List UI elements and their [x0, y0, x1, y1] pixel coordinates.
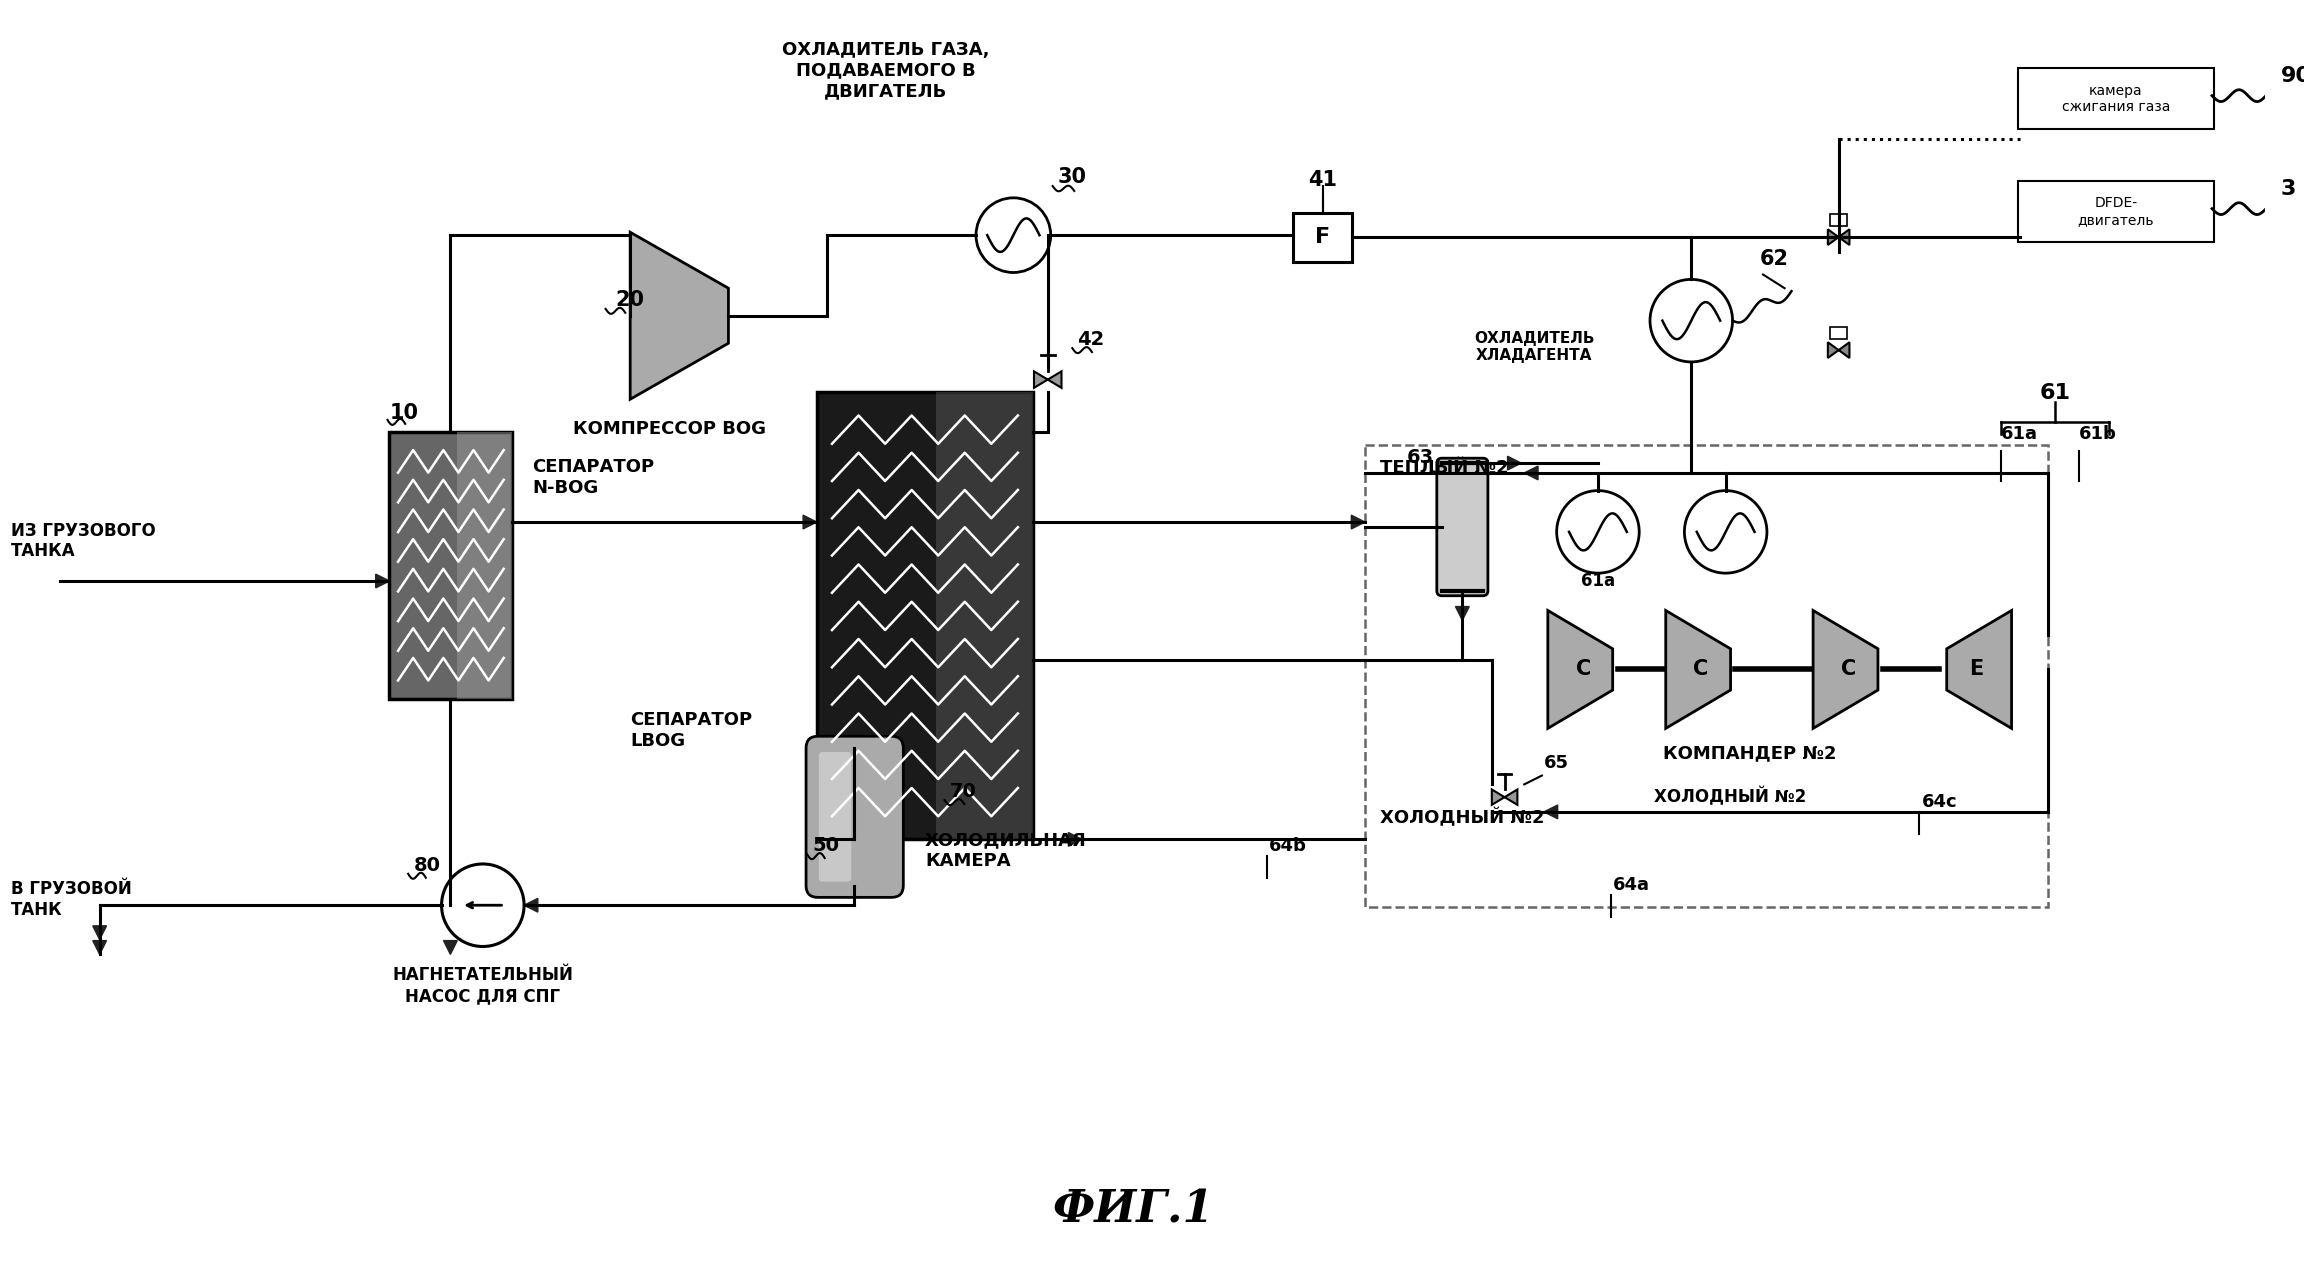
Text: ИЗ ГРУЗОВОГО
ТАНКА: ИЗ ГРУЗОВОГО ТАНКА	[12, 521, 157, 561]
Text: ОХЛАДИТЕЛЬ
ХЛАДАГЕНТА: ОХЛАДИТЕЛЬ ХЛАДАГЕНТА	[1475, 330, 1594, 363]
Text: КОМПРЕССОР BOG: КОМПРЕССОР BOG	[574, 419, 765, 437]
Text: НАГНЕТАТЕЛЬНЫЙ
НАСОС ДЛЯ СПГ: НАГНЕТАТЕЛЬНЫЙ НАСОС ДЛЯ СПГ	[392, 966, 574, 1005]
Circle shape	[442, 864, 523, 946]
Text: C: C	[1693, 659, 1710, 680]
Text: DFDE-
двигатель: DFDE- двигатель	[2078, 196, 2154, 227]
Text: 41: 41	[1309, 170, 1336, 190]
Polygon shape	[1352, 515, 1364, 529]
FancyBboxPatch shape	[818, 752, 850, 881]
Text: 61b: 61b	[2081, 425, 2117, 442]
Text: 64a: 64a	[1613, 876, 1650, 895]
Text: 65: 65	[1544, 754, 1569, 771]
Text: 30: 30	[1058, 167, 1087, 187]
Polygon shape	[1827, 342, 1850, 358]
FancyBboxPatch shape	[1293, 213, 1352, 261]
Text: 20: 20	[615, 289, 645, 310]
Text: В ГРУЗОВОЙ
ТАНК: В ГРУЗОВОЙ ТАНК	[12, 880, 131, 919]
Text: C: C	[1576, 659, 1590, 680]
Polygon shape	[1507, 456, 1521, 470]
Text: F: F	[1316, 227, 1329, 247]
Text: ОХЛАДИТЕЛЬ ГАЗА,
ПОДАВАЕМОГО В
ДВИГАТЕЛЬ: ОХЛАДИТЕЛЬ ГАЗА, ПОДАВАЕМОГО В ДВИГАТЕЛЬ	[781, 41, 988, 101]
Polygon shape	[1813, 611, 1878, 728]
Polygon shape	[631, 232, 728, 399]
Polygon shape	[1525, 467, 1539, 479]
Text: 10: 10	[389, 403, 419, 423]
Polygon shape	[1544, 805, 1558, 819]
Text: E: E	[1970, 659, 1984, 680]
Text: 63: 63	[1405, 448, 1433, 467]
Text: ХОЛОДИЛЬНАЯ
КАМЕРА: ХОЛОДИЛЬНАЯ КАМЕРА	[924, 831, 1087, 870]
Text: ХОЛОДНЫЙ №2: ХОЛОДНЫЙ №2	[1380, 808, 1544, 827]
Polygon shape	[92, 941, 106, 955]
Text: 80: 80	[415, 856, 440, 875]
Circle shape	[1684, 491, 1767, 574]
Polygon shape	[1548, 611, 1613, 728]
FancyBboxPatch shape	[818, 393, 1032, 839]
FancyBboxPatch shape	[389, 432, 511, 699]
Polygon shape	[1666, 611, 1730, 728]
Polygon shape	[1491, 789, 1518, 805]
FancyBboxPatch shape	[806, 736, 903, 898]
FancyBboxPatch shape	[2018, 181, 2214, 242]
Circle shape	[1650, 279, 1733, 362]
Polygon shape	[523, 899, 537, 912]
Polygon shape	[92, 926, 106, 940]
Polygon shape	[1034, 371, 1062, 388]
Text: C: C	[1841, 659, 1857, 680]
Text: СЕПАРАТОР
N-BOG: СЕПАРАТОР N-BOG	[532, 458, 654, 496]
Text: 50: 50	[811, 836, 839, 856]
FancyBboxPatch shape	[1829, 213, 1848, 227]
Text: 42: 42	[1078, 330, 1104, 349]
Text: 3: 3	[2281, 179, 2297, 199]
Text: СЕПАРАТОР
LBOG: СЕПАРАТОР LBOG	[631, 711, 753, 750]
FancyBboxPatch shape	[1438, 458, 1488, 595]
Text: 64c: 64c	[1922, 793, 1958, 811]
Text: 64b: 64b	[1270, 838, 1306, 856]
Text: ТЕПЛЫЙ №2: ТЕПЛЫЙ №2	[1380, 459, 1509, 477]
Polygon shape	[804, 515, 818, 529]
Polygon shape	[442, 941, 456, 955]
Circle shape	[977, 198, 1051, 273]
Text: 61a: 61a	[2000, 425, 2037, 442]
Text: 61: 61	[2039, 384, 2071, 403]
FancyBboxPatch shape	[1829, 326, 1848, 339]
Text: 70: 70	[949, 782, 977, 801]
Polygon shape	[1456, 607, 1470, 621]
Text: 90: 90	[2281, 66, 2304, 85]
Text: 62: 62	[1760, 249, 1788, 269]
Text: камера
сжигания газа: камера сжигания газа	[2062, 83, 2170, 113]
Polygon shape	[376, 574, 389, 588]
Polygon shape	[1069, 833, 1083, 847]
FancyBboxPatch shape	[2018, 68, 2214, 129]
FancyBboxPatch shape	[935, 393, 1032, 839]
Text: 61a: 61a	[1581, 572, 1615, 590]
Polygon shape	[1947, 611, 2011, 728]
Text: ФИГ.1: ФИГ.1	[1053, 1188, 1214, 1232]
Text: ХОЛОДНЫЙ №2: ХОЛОДНЫЙ №2	[1654, 787, 1806, 806]
FancyBboxPatch shape	[456, 432, 511, 699]
Polygon shape	[1827, 230, 1850, 245]
Text: КОМПАНДЕР №2: КОМПАНДЕР №2	[1663, 743, 1836, 762]
Circle shape	[1558, 491, 1638, 574]
